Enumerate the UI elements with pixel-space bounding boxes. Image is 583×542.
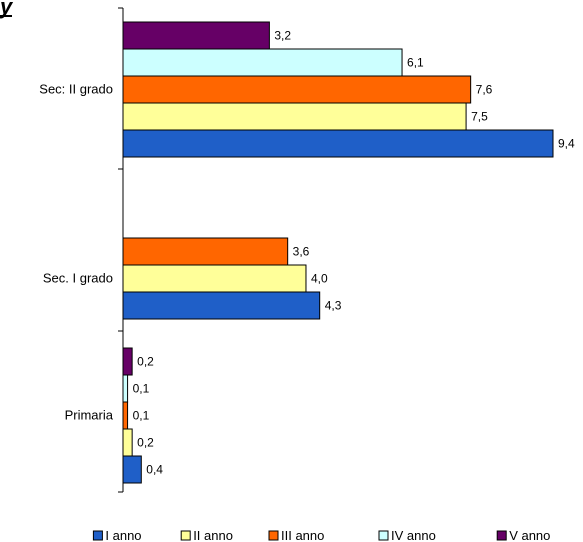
value-label: 3,6 <box>293 245 310 259</box>
legend-swatch <box>92 530 103 541</box>
value-label: 0,1 <box>133 409 150 423</box>
value-label: 4,0 <box>311 272 328 286</box>
bar <box>122 291 321 320</box>
legend: I anno II anno III anno IV anno V anno <box>92 528 550 542</box>
category-label: Primaria <box>65 408 114 423</box>
value-label: 6,1 <box>407 56 424 70</box>
legend-label: II anno <box>193 528 233 542</box>
bar <box>122 129 554 158</box>
value-label: 0,2 <box>137 355 154 369</box>
category-axis: Sec: II grado Sec. I grado Primaria <box>39 7 124 493</box>
bar <box>122 401 129 430</box>
legend-swatch <box>378 530 389 541</box>
legend-label: III anno <box>281 528 324 542</box>
legend-label: I anno <box>105 528 141 542</box>
value-label: 0,1 <box>133 382 150 396</box>
bar <box>122 428 133 457</box>
value-label: 7,6 <box>476 83 493 97</box>
value-label: 9,4 <box>558 137 575 151</box>
legend-swatch <box>268 530 279 541</box>
legend-swatch <box>496 530 507 541</box>
value-label: 3,2 <box>274 29 291 43</box>
bar <box>122 455 142 484</box>
bar <box>122 264 307 293</box>
bar <box>122 102 467 131</box>
value-label: 7,5 <box>471 110 488 124</box>
value-label: 0,2 <box>137 436 154 450</box>
category-label: Sec: II grado <box>39 82 113 97</box>
category-label: Sec. I grado <box>43 271 113 286</box>
bar <box>122 48 403 77</box>
value-label: 4,3 <box>325 299 342 313</box>
bar <box>122 21 270 50</box>
bar <box>122 347 133 376</box>
value-label: 0,4 <box>146 463 163 477</box>
chart-title-fragment: y <box>0 0 14 19</box>
legend-swatch <box>180 530 191 541</box>
bar <box>122 374 129 403</box>
legend-label: IV anno <box>391 528 436 542</box>
legend-label: V anno <box>509 528 550 542</box>
bars-group: 9,4 7,5 7,6 6,1 3,2 4,3 4,03,6 0,4 0,2 0,1 0,1 0,2 <box>122 21 575 484</box>
bar <box>122 75 472 104</box>
bar <box>122 237 289 266</box>
